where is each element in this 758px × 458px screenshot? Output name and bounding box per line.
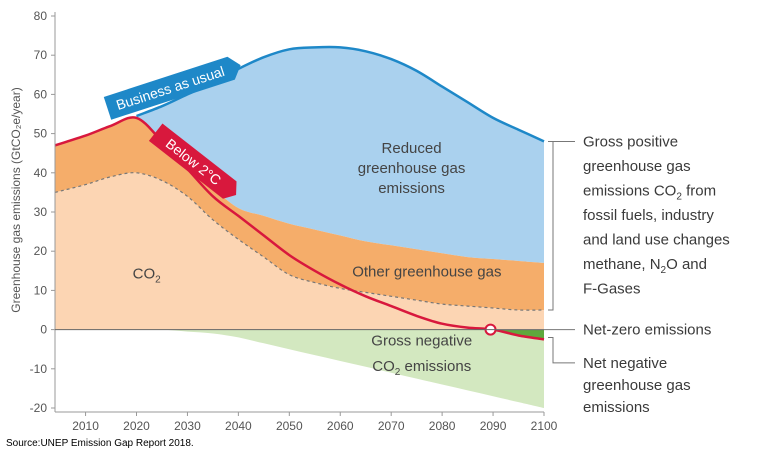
label-reduced-emissions: emissions xyxy=(378,180,445,197)
annotation-text-part: methane, N xyxy=(583,256,661,273)
annotation-subscript: 2 xyxy=(661,265,667,276)
y-tick-label: 80 xyxy=(34,9,48,23)
annotation-gross-positive-line: Gross positive xyxy=(583,133,678,150)
x-tick-label: 2030 xyxy=(174,419,201,433)
x-tick-label: 2100 xyxy=(531,419,558,433)
banner-below2-shape xyxy=(148,123,237,199)
x-tick-label: 2010 xyxy=(72,419,99,433)
x-tick-label: 2070 xyxy=(378,419,405,433)
annotation-net-negative-line: Net negative xyxy=(583,355,667,372)
label-other-greenhouse-gas: Other greenhouse gas xyxy=(352,264,501,281)
annotation-gross-positive-line: emissions CO2 from xyxy=(583,182,716,202)
y-tick-label: 60 xyxy=(34,87,48,101)
annotation-text-part: from xyxy=(682,182,716,199)
y-tick-label: 70 xyxy=(34,48,48,62)
y-axis-label: Greenhouse gas emissions (GtCO₂e/year) xyxy=(9,87,23,312)
label-co2-subscript: 2 xyxy=(155,275,161,286)
label-co2: CO2 xyxy=(133,266,162,286)
y-tick-label: -10 xyxy=(30,362,48,376)
series-line-co2-boundary xyxy=(54,172,545,311)
x-tick-label: 2080 xyxy=(429,419,456,433)
annotation-net-zero: Net-zero emissions xyxy=(583,322,711,339)
leader-net-negative xyxy=(548,336,575,364)
x-tick-label: 2060 xyxy=(327,419,354,433)
y-tick-label: 0 xyxy=(40,323,47,337)
annotation-net-negative-line: greenhouse gas xyxy=(583,377,691,394)
x-tick-label: 2050 xyxy=(276,419,303,433)
label-gross-negative-line2: CO2 emissions xyxy=(372,358,471,378)
y-tick-label: 50 xyxy=(34,127,48,141)
annotation-gross-positive-line: methane, N2O and xyxy=(583,256,707,276)
annotation-gross-positive-line: and land use changes xyxy=(583,231,730,248)
label-gross-negative-line1: Gross negative xyxy=(371,332,472,349)
annotation-gross-positive-line: greenhouse gas xyxy=(583,158,691,175)
annotation-gross-positive-line: F-Gases xyxy=(583,280,641,297)
y-tick-label: 30 xyxy=(34,205,48,219)
x-tick-label: 2090 xyxy=(480,419,507,433)
chart-areas xyxy=(55,46,544,408)
chart-region-labels: Reduced greenhouse gas emissions Other gree… xyxy=(133,140,502,378)
area-reduced-emissions xyxy=(55,46,544,263)
area-co2 xyxy=(55,172,544,330)
annotation-net-negative-line: emissions xyxy=(583,399,650,416)
area-other-greenhouse-gas xyxy=(55,117,544,311)
annotation-subscript: 2 xyxy=(676,191,682,202)
source-note: Source:UNEP Emission Gap Report 2018. xyxy=(6,438,194,449)
annotation-gross-positive-line: fossil fuels, industry xyxy=(583,207,714,224)
annotation-text-part: O and xyxy=(666,256,707,273)
x-tick-label: 2040 xyxy=(225,419,252,433)
y-tick-label: -20 xyxy=(30,401,48,415)
label-gross-negative-subscript: 2 xyxy=(395,367,401,378)
label-reduced-emissions: Reduced xyxy=(382,140,442,157)
y-tick-label: 40 xyxy=(34,166,48,180)
y-tick-label: 10 xyxy=(34,283,48,297)
series-line-below-2c xyxy=(54,116,545,341)
x-tick-label: 2020 xyxy=(123,419,150,433)
chart-annotations: Gross positive greenhouse gas emissions CO… xyxy=(496,133,730,416)
area-gross-negative-co2 xyxy=(55,329,544,408)
annotation-text-part: emissions CO xyxy=(583,182,676,199)
label-gross-negative-suffix: emissions xyxy=(400,358,471,375)
bracket-gross-positive xyxy=(548,140,554,311)
label-reduced-emissions: greenhouse gas xyxy=(358,160,466,177)
y-tick-label: 20 xyxy=(34,244,48,258)
label-gross-negative-co2: CO xyxy=(372,358,395,375)
banner-business-shape xyxy=(103,56,241,120)
